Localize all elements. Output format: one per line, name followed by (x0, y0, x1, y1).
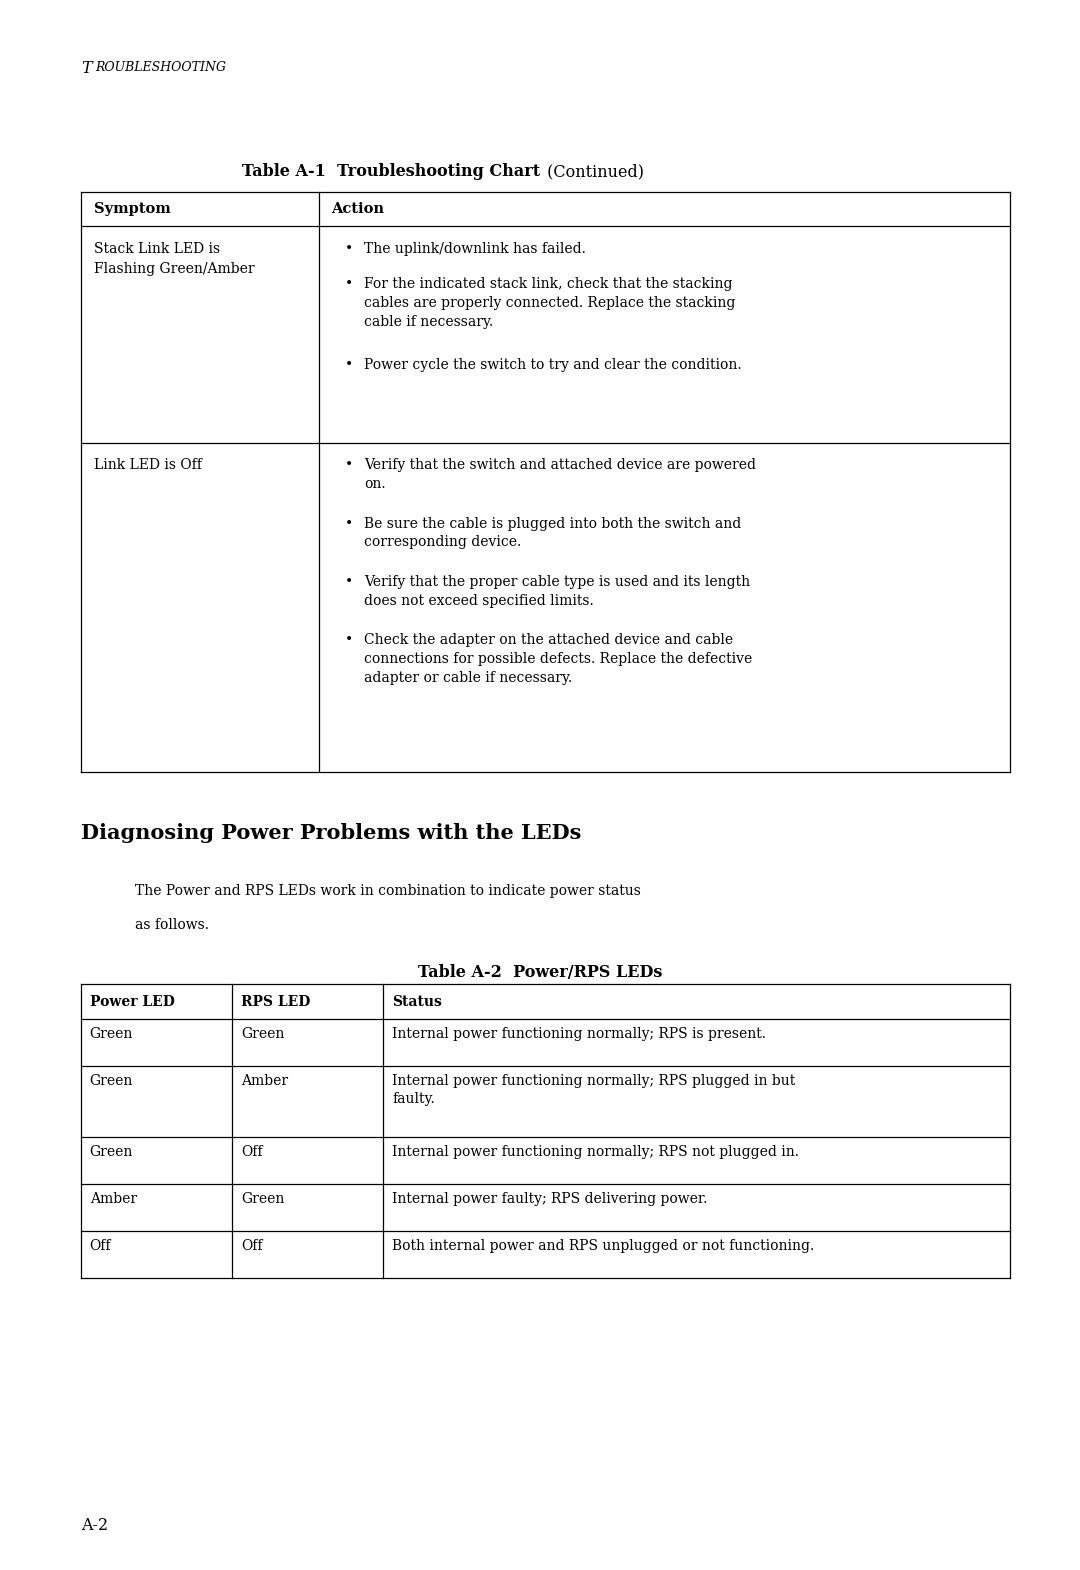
Text: Link LED is Off: Link LED is Off (94, 458, 202, 473)
Text: Verify that the proper cable type is used and its length
does not exceed specifi: Verify that the proper cable type is use… (364, 575, 751, 608)
Text: Green: Green (90, 1027, 133, 1041)
Text: Off: Off (241, 1145, 262, 1159)
Text: A-2: A-2 (81, 1517, 108, 1534)
Text: The Power and RPS LEDs work in combination to indicate power status: The Power and RPS LEDs work in combinati… (135, 884, 640, 898)
Text: •: • (345, 517, 353, 531)
Text: (Continued): (Continued) (542, 163, 644, 181)
Text: •: • (345, 358, 353, 372)
Text: Status: Status (392, 995, 442, 1008)
Text: Green: Green (90, 1074, 133, 1088)
Text: RPS LED: RPS LED (241, 995, 310, 1008)
Text: Stack Link LED is
Flashing Green/Amber: Stack Link LED is Flashing Green/Amber (94, 242, 255, 276)
Text: Table A-2  Power/RPS LEDs: Table A-2 Power/RPS LEDs (418, 964, 662, 981)
Text: Action: Action (332, 203, 384, 215)
Text: Diagnosing Power Problems with the LEDs: Diagnosing Power Problems with the LEDs (81, 823, 581, 843)
Text: Green: Green (241, 1027, 284, 1041)
Text: The uplink/downlink has failed.: The uplink/downlink has failed. (364, 242, 585, 256)
Text: T: T (81, 60, 92, 77)
Text: Table A-1  Troubleshooting Chart: Table A-1 Troubleshooting Chart (242, 163, 540, 181)
Text: •: • (345, 242, 353, 256)
Text: Symptom: Symptom (94, 203, 171, 215)
Text: Power LED: Power LED (90, 995, 175, 1008)
Text: ROUBLESHOOTING: ROUBLESHOOTING (95, 61, 226, 74)
Text: Green: Green (241, 1192, 284, 1206)
Text: Amber: Amber (90, 1192, 137, 1206)
Text: •: • (345, 633, 353, 647)
Text: as follows.: as follows. (135, 918, 210, 933)
Text: Internal power functioning normally; RPS not plugged in.: Internal power functioning normally; RPS… (392, 1145, 799, 1159)
Text: Off: Off (241, 1239, 262, 1253)
Text: For the indicated stack link, check that the stacking
cables are properly connec: For the indicated stack link, check that… (364, 278, 735, 330)
Text: Off: Off (90, 1239, 111, 1253)
Text: •: • (345, 458, 353, 473)
Text: Both internal power and RPS unplugged or not functioning.: Both internal power and RPS unplugged or… (392, 1239, 814, 1253)
Text: Internal power faulty; RPS delivering power.: Internal power faulty; RPS delivering po… (392, 1192, 707, 1206)
Text: Amber: Amber (241, 1074, 288, 1088)
Text: •: • (345, 278, 353, 290)
Text: Green: Green (90, 1145, 133, 1159)
Text: •: • (345, 575, 353, 589)
Text: Check the adapter on the attached device and cable
connections for possible defe: Check the adapter on the attached device… (364, 633, 752, 685)
Text: Power cycle the switch to try and clear the condition.: Power cycle the switch to try and clear … (364, 358, 742, 372)
Text: Internal power functioning normally; RPS is present.: Internal power functioning normally; RPS… (392, 1027, 766, 1041)
Text: Verify that the switch and attached device are powered
on.: Verify that the switch and attached devi… (364, 458, 756, 491)
Text: Internal power functioning normally; RPS plugged in but
faulty.: Internal power functioning normally; RPS… (392, 1074, 795, 1107)
Text: Be sure the cable is plugged into both the switch and
corresponding device.: Be sure the cable is plugged into both t… (364, 517, 741, 549)
